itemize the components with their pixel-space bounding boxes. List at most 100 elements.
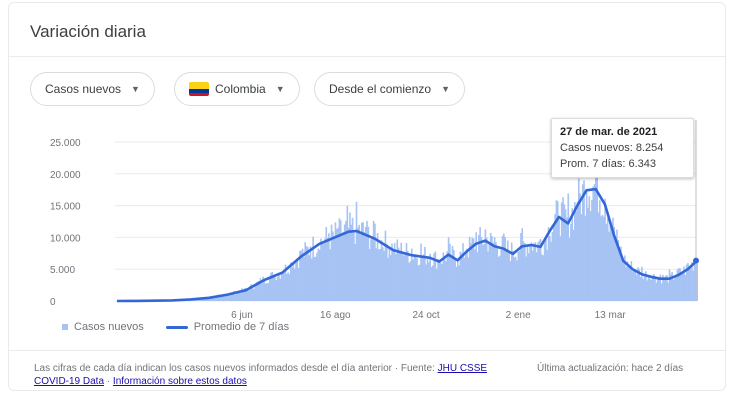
daily-case-bar [345,220,347,301]
daily-case-bar [474,249,476,301]
daily-case-bar [618,252,621,301]
daily-case-bar [405,243,408,301]
daily-case-bar [638,269,641,301]
daily-case-bar [276,276,279,301]
daily-case-bar [425,264,428,301]
legend-average-label: Promedio de 7 días [193,321,290,333]
daily-case-bar [330,224,333,301]
daily-case-bar [550,241,552,301]
daily-case-bar [310,258,313,301]
country-dropdown[interactable]: Colombia ▼ [174,72,300,106]
info-link[interactable]: Información sobre estos datos [112,376,247,387]
daily-case-bar [453,250,455,301]
daily-case-bar [552,225,555,301]
daily-case-bar [681,273,684,301]
x-tick-label: 16 ago [320,310,351,320]
daily-case-bar [416,258,418,301]
daily-case-bar [367,226,370,301]
period-dropdown[interactable]: Desde el comienzo ▼ [314,72,465,106]
daily-case-bar [651,276,654,301]
daily-case-bar [606,218,609,301]
daily-case-bar [567,193,570,301]
daily-case-bar [266,282,268,301]
metric-dropdown[interactable]: Casos nuevos ▼ [30,72,155,106]
daily-case-bar [308,255,310,301]
daily-case-bar [627,265,630,301]
daily-case-bar [228,294,230,301]
daily-case-bar [442,252,445,301]
daily-case-bar [533,243,535,301]
daily-case-bar [531,250,534,301]
daily-case-bar [658,278,660,301]
daily-case-bar [263,280,266,301]
daily-case-bar [521,228,524,301]
daily-case-bar [326,237,329,301]
daily-case-bar [664,275,667,301]
daily-case-bar [614,236,617,301]
daily-case-bar [584,215,587,301]
daily-case-bar [516,260,518,301]
daily-case-bar [659,274,662,301]
daily-case-bar [380,240,383,301]
daily-case-bar [635,274,638,301]
daily-case-bar [258,280,260,301]
daily-case-bar [535,252,538,301]
daily-case-bar [309,246,312,301]
daily-case-bar [563,204,566,301]
daily-case-bar [525,256,527,301]
daily-case-bar [247,290,250,301]
daily-case-bar [466,248,468,301]
daily-case-bar [343,224,346,301]
source-link[interactable]: JHU CSSE COVID-19 Data [34,363,488,387]
daily-case-bar [483,244,485,301]
daily-case-bar [587,207,589,301]
daily-case-bar [360,222,363,301]
caret-down-icon: ▼ [131,84,140,94]
daily-case-bar [234,294,237,301]
daily-case-bar [527,253,530,301]
daily-case-bar [492,243,495,301]
daily-case-bar [317,248,320,301]
daily-case-bar [389,255,392,301]
daily-case-bar [316,252,318,301]
daily-case-bar [526,244,529,301]
daily-case-bar [395,254,397,301]
daily-case-bar [450,257,453,301]
daily-case-bar [554,214,556,301]
daily-case-bar [355,201,358,301]
daily-case-bar [296,260,299,301]
daily-case-bar [288,274,291,301]
daily-case-bar [479,227,481,301]
daily-case-bar [591,199,593,301]
daily-case-bar [271,271,274,301]
daily-case-bar [382,247,384,301]
daily-case-bar [491,236,493,301]
daily-case-bar [462,243,464,301]
daily-case-bar [543,238,546,301]
daily-case-bar [599,200,601,301]
legend-item-average[interactable]: Promedio de 7 días [165,321,290,333]
daily-case-bar [666,275,668,301]
daily-case-bar [318,250,321,301]
daily-case-bar [496,248,499,301]
daily-case-bar [493,237,496,301]
daily-case-bar [576,201,579,301]
daily-case-bar [463,257,466,301]
daily-case-bar [652,274,655,301]
daily-case-bar [214,295,217,301]
daily-case-bar [407,251,409,301]
daily-case-bar [443,256,446,301]
daily-case-bar [456,260,459,301]
daily-case-bar [289,262,292,301]
daily-case-bar [671,271,673,301]
daily-case-bar [359,234,362,301]
legend-item-cases[interactable]: Casos nuevos [62,321,144,333]
daily-case-bar [429,253,431,301]
daily-case-bar [209,298,212,301]
daily-case-bar [379,249,381,301]
daily-cases-chart[interactable]: 0 5.000 10.000 15.000 20.000 25.000 6 jun 16 ag… [0,110,734,320]
daily-case-bar [539,238,542,301]
daily-case-bar [688,265,691,301]
daily-case-bar [601,214,604,301]
daily-case-bar [497,256,500,301]
